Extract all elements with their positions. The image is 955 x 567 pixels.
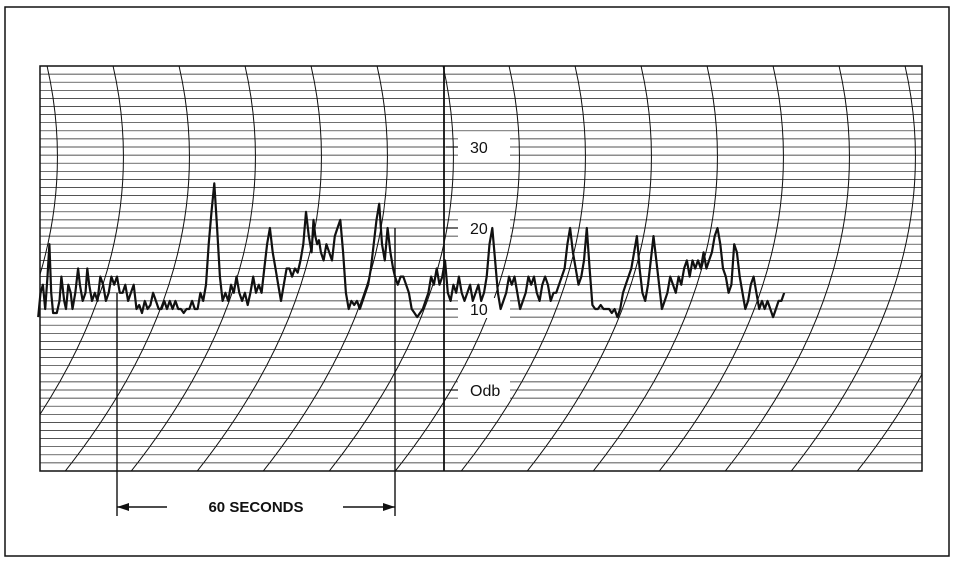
time-arc [130,66,256,471]
y-tick-label: 20 [470,221,488,238]
time-arc [790,66,916,471]
y-tick-label-bg [458,217,510,237]
marker-arrowhead-left [117,503,129,511]
time-arc [526,66,652,471]
chart-series [37,182,786,319]
y-tick-label-bg [458,298,510,318]
time-arc [460,66,586,471]
y-axis-labels: 30 20 10 Odb [446,136,510,400]
time-arc [856,373,922,471]
marker-label: 60 SECONDS [208,499,303,516]
time-arc [724,66,850,471]
time-arc [658,66,784,471]
level-trace [37,182,786,319]
time-arc [394,66,520,471]
time-arc [196,66,322,471]
marker-arrowhead-right [383,503,395,511]
radial-curve-grid [40,66,922,471]
time-arc [40,66,124,416]
marker-label-background [184,497,328,517]
y-tick-label: 30 [470,140,488,157]
y-tick-label-bg [458,379,510,399]
y-tick-label: Odb [470,383,500,400]
y-tick-label: 10 [470,302,488,319]
sixty-seconds-marker: 60 SECONDS [116,228,396,517]
time-arc [40,66,58,277]
y-tick-label-bg [458,136,510,156]
time-arc [64,66,190,471]
